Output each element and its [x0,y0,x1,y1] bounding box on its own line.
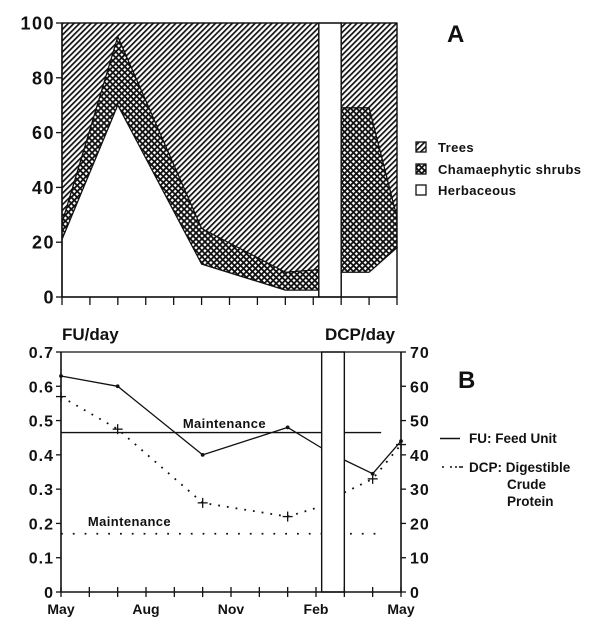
panel-b-plot-area: Maintenance Maintenance [56,351,406,593]
cross-hatch-swatch-icon [415,163,427,175]
dot-marker-icon [115,384,120,389]
x-axis-tick-label: Nov [218,601,245,617]
x-axis-tick-label: May [387,601,414,617]
x-axis-tick-label: Aug [132,601,159,617]
legend-label-herbaceous: Herbaceous [438,183,516,198]
legend-label-trees: Trees [438,140,474,155]
right-y-axis-tick-label: 40 [410,448,430,465]
dot-marker-icon [200,452,205,457]
dot-marker-icon [285,425,290,430]
right-y-axis-tick-label: 50 [410,414,430,431]
panel-b-axes: 0 0.1 0.2 0.3 0.4 0.5 0.6 0.7 0 10 20 30 40 50 60 70 May… [29,345,430,617]
left-y-axis-tick-label: 0.4 [29,448,54,465]
panel-a-plot-area [61,22,398,298]
left-y-axis-tick-label: 0.7 [29,345,54,362]
plus-marker-icon [197,497,208,508]
plus-marker-icon [282,511,293,522]
right-axis-title: DCP/day [325,325,395,344]
legend-item-chamaephytic-shrubs: Chamaephytic shrubs [415,162,581,177]
series-line [344,440,402,475]
y-axis-tick-label: 0 [43,288,55,308]
left-y-axis-tick-label: 0.2 [29,516,54,533]
left-y-axis-tick-label: 0.1 [29,551,54,568]
x-axis-tick-label: May [47,601,74,617]
right-y-axis-tick-label: 10 [410,551,430,568]
legend-item-herbaceous: Herbaceous [415,183,516,198]
maintenance-label: Maintenance [88,514,171,529]
legend-label-chamaephytic-shrubs: Chamaephytic shrubs [438,162,581,177]
data-gap-band [318,22,342,298]
legend-item-fu: FU: Feed Unit [440,431,557,446]
y-axis-tick-label: 80 [32,68,55,88]
blank-swatch-icon [415,184,427,196]
x-axis-tick-label: Feb [304,601,329,617]
y-axis-tick-label: 100 [20,14,55,34]
plus-marker-icon [367,473,378,484]
panel-a-axes: 0 20 40 60 80 100 [20,14,398,308]
legend-label-dcp-line-3: Protein [507,494,554,509]
series-line [60,395,322,518]
right-y-axis-tick-label: 20 [410,516,430,533]
dcp-series [56,391,406,522]
left-y-axis-tick-label: 0.3 [29,482,54,499]
right-y-axis-tick-label: 60 [410,379,430,396]
panel-b-label: B [458,367,475,394]
y-axis-tick-label: 40 [32,178,55,198]
panel-a-label: A [447,21,464,48]
maintenance-reference-line-left: Maintenance [61,416,382,434]
maintenance-label: Maintenance [183,416,266,431]
data-gap-band [320,351,346,593]
panel-b-legend: FU: Feed Unit DCP: Digestible Crude Prot… [440,431,571,509]
diagonal-hatch-swatch-icon [415,141,427,153]
y-axis-tick-label: 20 [32,233,55,253]
left-y-axis-tick-label: 0.5 [29,414,54,431]
legend-label-dcp-line-2: Crude [507,477,546,492]
left-y-axis-tick-label: 0 [44,585,54,602]
maintenance-reference-line-right: Maintenance [61,514,379,535]
left-axis-title: FU/day [62,325,119,344]
panel-a-vegetation-composition-chart: 0 20 40 60 80 100 A Trees Chamaephytic shrubs… [20,14,581,308]
area-segment-0 [61,22,320,298]
legend-item-dcp: DCP: Digestible Crude Protein [442,460,571,509]
y-axis-tick-label: 60 [32,123,55,143]
left-y-axis-tick-label: 0.6 [29,379,54,396]
legend-item-trees: Trees [415,140,474,155]
plus-marker-icon [112,424,123,435]
legend-label-fu: FU: Feed Unit [469,431,557,446]
legend-label-dcp-line-1: DCP: Digestible [469,460,571,475]
right-y-axis-tick-label: 30 [410,482,430,499]
right-y-axis-tick-label: 70 [410,345,430,362]
fu-series [59,374,403,476]
series-line [343,444,402,494]
right-y-axis-tick-label: 0 [410,585,420,602]
dot-marker-icon [370,471,375,476]
area-segment-1 [340,22,398,298]
panel-a-legend: Trees Chamaephytic shrubs Herbaceous [415,140,581,198]
